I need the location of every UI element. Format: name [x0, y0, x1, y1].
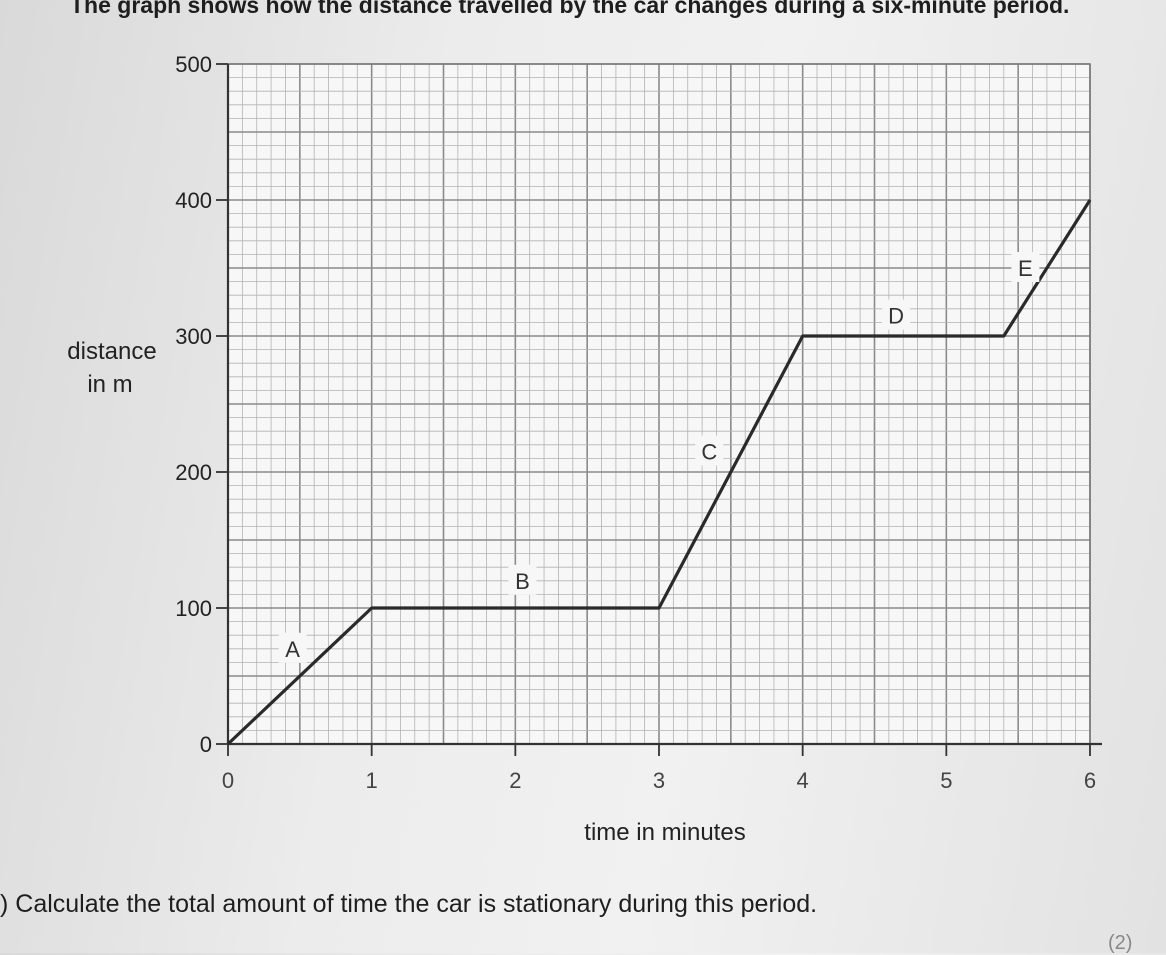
- y-axis-title-line-2: in m: [87, 371, 132, 398]
- data-point: [658, 607, 660, 609]
- data-point: [802, 335, 804, 337]
- segment-label-bg: [882, 299, 911, 330]
- segment-label-a: A: [285, 637, 300, 662]
- x-tick-label: 4: [797, 768, 809, 793]
- y-tick-label: 400: [175, 188, 212, 213]
- y-tick-label: 300: [175, 324, 212, 349]
- x-tick-label: 0: [222, 768, 234, 793]
- y-tick-label: 200: [175, 460, 212, 485]
- segment-label-e: E: [1018, 256, 1033, 281]
- data-point: [1003, 335, 1005, 337]
- distance-series-line: [226, 199, 1092, 746]
- segment-label-bg: [508, 564, 537, 595]
- x-tick-label: 1: [366, 768, 378, 793]
- y-tick-label: 0: [200, 732, 212, 757]
- x-axis-title: time in minutes: [584, 819, 745, 846]
- axes: [216, 63, 1102, 756]
- x-tick-label: 6: [1084, 768, 1096, 793]
- segment-label-bg: [278, 632, 307, 663]
- segment-labels: A B C D E: [278, 252, 1040, 663]
- marks-label: (2): [1108, 932, 1133, 954]
- grid: [227, 63, 1091, 745]
- intro-text: The graph shows how the distance travell…: [70, 0, 1070, 18]
- segment-label-d: D: [888, 304, 904, 329]
- tick-labels: 0 100 200 300 400 500 0 1 2 3 4 5 6: [175, 52, 1096, 793]
- data-point: [227, 743, 229, 745]
- x-tick-label: 3: [653, 768, 665, 793]
- segment-label-bg: [695, 435, 724, 466]
- y-axis-title-line-1: distance: [67, 338, 156, 365]
- data-point: [371, 607, 373, 609]
- question-text: ) Calculate the total amount of time the…: [0, 890, 818, 918]
- segment-label-c: C: [701, 440, 717, 465]
- y-tick-label: 100: [175, 596, 212, 621]
- y-tick-label: 500: [175, 52, 212, 77]
- segment-label-b: B: [515, 569, 530, 594]
- x-tick-label: 2: [509, 768, 521, 793]
- x-tick-label: 5: [940, 768, 952, 793]
- data-point: [1089, 199, 1091, 201]
- series-layer: [226, 199, 1092, 746]
- segment-label-bg: [1011, 252, 1040, 282]
